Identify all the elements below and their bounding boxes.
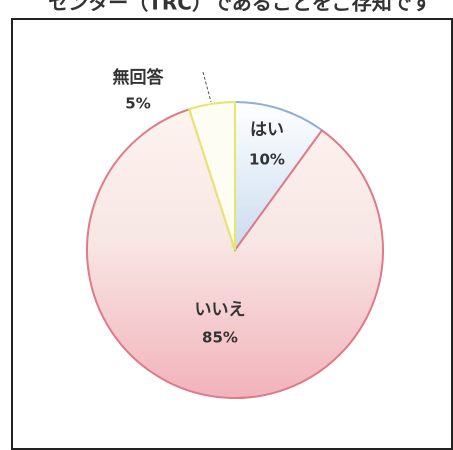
- leader-line: [202, 71, 212, 103]
- slice-value-label: 10%: [249, 151, 285, 169]
- pie-slice: [188, 100, 236, 251]
- slice-value-label: 5%: [125, 95, 150, 113]
- slice-value-label: 85%: [202, 329, 238, 347]
- chart-title: センター（TRC）であることをご存知です: [48, 0, 432, 15]
- pie-slice: [234, 100, 324, 254]
- slice-label: いいえ: [195, 300, 246, 320]
- pie-slice: [86, 107, 384, 399]
- slice-label: 無回答: [113, 67, 165, 88]
- slice-label: はい: [250, 120, 284, 140]
